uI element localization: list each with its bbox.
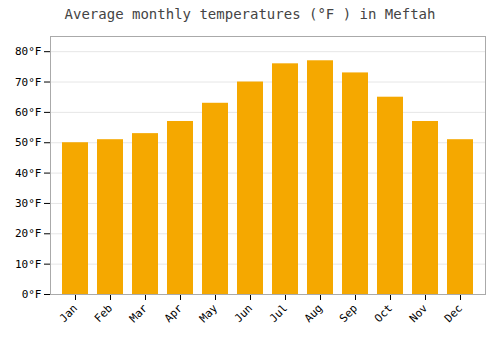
svg-text:Jan: Jan xyxy=(57,302,80,325)
svg-text:60°F: 60°F xyxy=(15,106,42,119)
svg-text:Jun: Jun xyxy=(232,302,255,325)
svg-text:20°F: 20°F xyxy=(15,227,42,240)
svg-text:Aug: Aug xyxy=(302,302,325,325)
svg-text:0°F: 0°F xyxy=(22,288,42,301)
svg-text:Nov: Nov xyxy=(407,301,431,325)
html-text:Average monthly temperatures (: Average monthly temperatures (°F ) in Me… xyxy=(64,6,436,22)
svg-text:Oct: Oct xyxy=(372,302,395,325)
svg-text:70°F: 70°F xyxy=(15,76,42,89)
svg-text:Jul: Jul xyxy=(267,302,290,325)
svg-text:Mar: Mar xyxy=(127,301,151,325)
svg-text:May: May xyxy=(197,301,221,325)
svg-text:Feb: Feb xyxy=(92,302,115,325)
svg-text:40°F: 40°F xyxy=(15,167,42,180)
svg-text:Sep: Sep xyxy=(337,302,360,325)
svg-text:30°F: 30°F xyxy=(15,197,42,210)
svg-text:80°F: 80°F xyxy=(15,45,42,58)
svg-text:Dec: Dec xyxy=(442,302,465,325)
svg-text:10°F: 10°F xyxy=(15,258,42,271)
svg-text:50°F: 50°F xyxy=(15,136,42,149)
svg-text:Apr: Apr xyxy=(162,301,186,325)
